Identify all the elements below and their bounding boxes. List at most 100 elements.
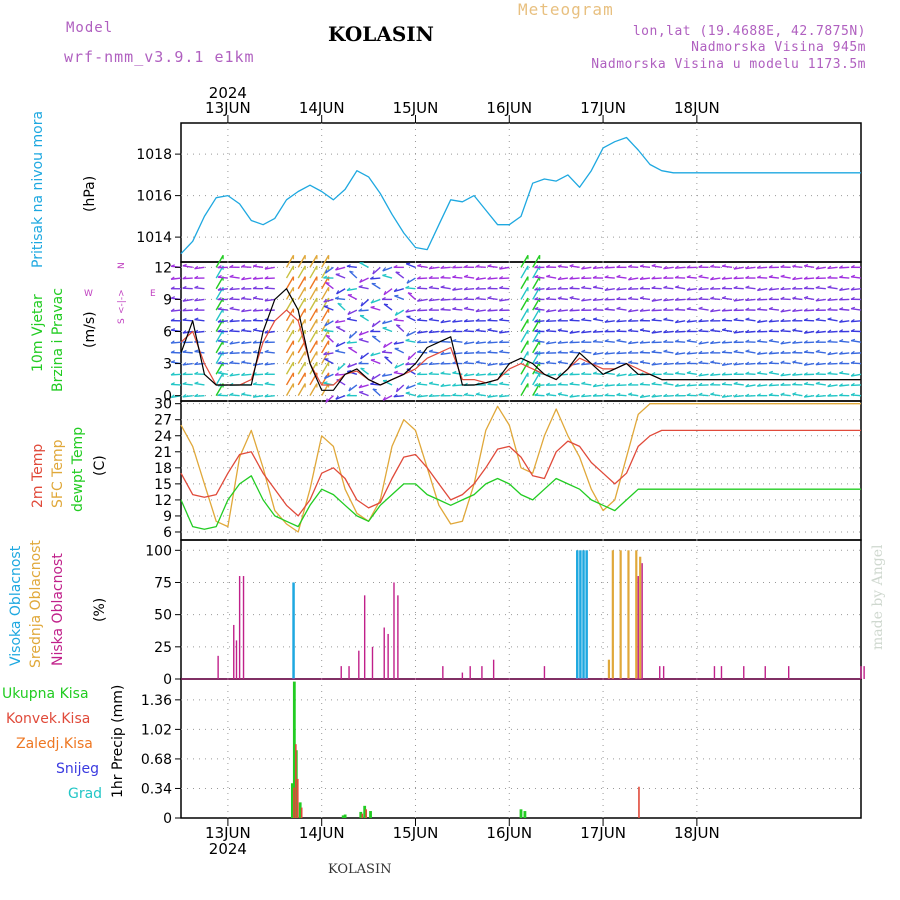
wind-barb <box>253 341 264 344</box>
wind-barb-head <box>768 328 773 332</box>
wind-barb-head <box>592 307 597 311</box>
wind-barb-head <box>686 392 691 396</box>
wind-barb-head <box>710 286 715 290</box>
wind-barb <box>335 326 346 333</box>
wind-barb-head <box>604 287 609 291</box>
wind-barb <box>382 351 393 354</box>
wind-barb-head <box>838 361 844 365</box>
wind-barb <box>569 383 580 386</box>
wind-barb-head <box>745 383 750 388</box>
wind-barb <box>382 327 393 333</box>
wind-barb-head <box>686 383 691 387</box>
wind-barb-head <box>452 392 457 396</box>
wind-y-tick-label: 12 <box>154 260 172 276</box>
wind-barb <box>394 295 405 301</box>
wind-barb <box>532 372 541 386</box>
wind-barb-head <box>475 360 480 363</box>
wind-barb <box>827 384 838 388</box>
wind-barb-head <box>545 318 550 322</box>
wind-barb-head <box>628 360 633 364</box>
wind-barb <box>309 276 318 290</box>
wind-barb-head <box>827 339 832 343</box>
wind-barb-head <box>639 350 644 354</box>
cloud-y-tick-label: 0 <box>163 672 172 688</box>
wind-barb <box>428 382 440 386</box>
precip-legend-total: Ukupna Kisa <box>2 686 89 702</box>
cloud-bar <box>764 666 766 679</box>
wind-barb <box>520 254 529 268</box>
wind-barb <box>639 341 651 344</box>
wind-barb-head <box>370 305 375 308</box>
lonlat-label: lon,lat (19.4688E, 42.7875N) <box>632 24 866 39</box>
wind-barb-head <box>324 269 328 274</box>
wind-barb-head <box>675 285 680 288</box>
wind-barb-head <box>850 360 855 364</box>
wind-barb-head <box>335 266 339 271</box>
wind-barb-head <box>440 393 445 397</box>
wind-barb-head <box>815 371 820 375</box>
precip-bar <box>369 811 372 818</box>
cloud-bar <box>611 550 614 679</box>
wind-barb <box>406 330 416 337</box>
wind-barb <box>593 330 604 333</box>
precip-bar <box>292 681 296 818</box>
wind-barb <box>557 297 568 301</box>
wind-barb <box>264 319 275 322</box>
wind-barb <box>698 288 709 291</box>
wind-barb-head <box>498 393 503 398</box>
wind-barb <box>851 373 862 377</box>
wind-barb <box>546 393 557 397</box>
wind-barb-head <box>756 319 761 323</box>
wind-barb-head <box>768 392 773 396</box>
wind-barb <box>850 276 862 279</box>
wind-barb <box>475 309 486 313</box>
wind-barb-head <box>406 262 411 265</box>
wind-barb-head <box>323 328 328 332</box>
wind-barb <box>616 394 627 397</box>
wind-barb <box>475 361 486 365</box>
wind-barb-head <box>756 287 761 291</box>
wind-barb-head <box>545 350 550 354</box>
cloud-bar <box>242 576 245 679</box>
wind-barb-head <box>804 295 809 299</box>
wind-barb <box>520 297 529 311</box>
wind-barb-head <box>756 265 761 269</box>
wind-barb-head <box>428 371 433 375</box>
precip-bar <box>341 815 345 818</box>
wind-barb-head <box>733 349 738 353</box>
wind-barb-head <box>639 394 644 398</box>
wind-barb-head <box>651 276 656 280</box>
wind-barb <box>663 382 674 386</box>
wind-barb <box>745 266 756 270</box>
wind-barb-head <box>592 329 597 333</box>
wind-barb-head <box>627 340 632 345</box>
temp-y-tick-label: 6 <box>163 525 172 541</box>
wind-barb <box>440 308 451 311</box>
wind-barb-head <box>756 383 761 387</box>
precip-y-tick-label: 0 <box>163 811 172 827</box>
wind-barb <box>405 309 416 313</box>
wind-barb-head <box>792 318 797 322</box>
wind-barb <box>323 352 334 356</box>
wind-barb <box>651 383 662 386</box>
wind-barb <box>569 341 580 344</box>
wind-barb <box>370 306 381 311</box>
wind-barb <box>229 362 240 365</box>
wind-barb-head <box>780 392 785 396</box>
wind-barb <box>405 392 416 397</box>
wind-barb-head <box>745 393 750 397</box>
wind-barb <box>663 318 674 322</box>
wind-barb <box>593 318 604 322</box>
wind-barb <box>792 393 803 397</box>
wind-barb-head <box>663 297 668 302</box>
cloud-bar <box>576 550 579 679</box>
cloud-bar <box>292 582 295 679</box>
wind-barb-head <box>592 351 597 356</box>
wind-barb-head <box>393 288 398 292</box>
wind-barb <box>405 263 416 268</box>
wind-barb <box>792 309 803 313</box>
wind-barb <box>850 308 862 311</box>
cloud-bar <box>442 666 444 679</box>
wind-barb <box>360 367 370 375</box>
wind-barb <box>475 297 486 301</box>
